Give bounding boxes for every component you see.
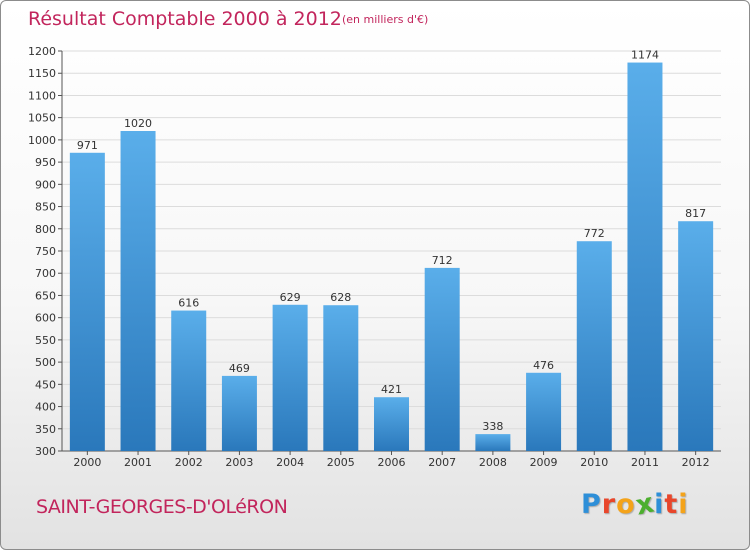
y-tick-label: 450 <box>35 378 56 391</box>
y-tick-label: 900 <box>35 178 56 191</box>
x-tick-label: 2001 <box>124 456 152 469</box>
bar-value-label: 476 <box>533 359 554 372</box>
logo-letter: o <box>616 489 636 520</box>
y-tick-label: 700 <box>35 267 56 280</box>
x-tick-label: 2007 <box>428 456 456 469</box>
bar <box>323 305 359 451</box>
bar <box>120 131 156 451</box>
bar-value-label: 971 <box>77 139 98 152</box>
y-tick-label: 600 <box>35 312 56 325</box>
y-tick-label: 800 <box>35 223 56 236</box>
y-tick-label: 650 <box>35 289 56 302</box>
x-tick-label: 2003 <box>225 456 253 469</box>
x-tick-label: 2002 <box>175 456 203 469</box>
proxiti-logo: Proxiti <box>581 487 689 521</box>
bar-value-label: 1020 <box>124 117 152 130</box>
bar-value-label: 772 <box>584 227 605 240</box>
bar <box>576 241 612 451</box>
bar-value-label: 629 <box>280 291 301 304</box>
bar <box>424 267 460 451</box>
y-tick-label: 1200 <box>28 45 56 58</box>
x-tick-label: 2005 <box>327 456 355 469</box>
x-tick-label: 2004 <box>276 456 304 469</box>
x-tick-label: 2012 <box>682 456 710 469</box>
logo-letter: t <box>664 489 679 520</box>
y-tick-label: 500 <box>35 356 56 369</box>
y-tick-label: 1000 <box>28 134 56 147</box>
y-tick-label: 1100 <box>28 89 56 102</box>
bar <box>272 304 308 451</box>
x-tick-label: 2006 <box>378 456 406 469</box>
bar-value-label: 712 <box>432 254 453 267</box>
chart-subtitle: (en milliers d'€) <box>342 13 429 26</box>
bar-value-label: 1174 <box>631 49 659 62</box>
bar-value-label: 338 <box>482 420 503 433</box>
bar <box>221 375 257 451</box>
bar <box>374 397 409 451</box>
bar <box>475 434 511 451</box>
bar <box>526 372 562 451</box>
bar <box>69 152 105 451</box>
logo-letter: i <box>654 489 665 520</box>
logo-letter: P <box>581 489 602 520</box>
y-tick-label: 400 <box>35 401 56 414</box>
y-tick-label: 1050 <box>28 112 56 125</box>
bar <box>627 62 663 452</box>
commune-name: SAINT-GEORGES-D'OLéRON <box>36 496 288 518</box>
y-tick-label: 950 <box>35 156 56 169</box>
y-tick-label: 850 <box>35 201 56 214</box>
y-tick-label: 550 <box>35 334 56 347</box>
chart-title: Résultat Comptable 2000 à 2012 <box>28 8 342 30</box>
bar-value-label: 616 <box>178 297 199 310</box>
bar-value-label: 628 <box>330 291 351 304</box>
x-tick-label: 2009 <box>530 456 558 469</box>
y-tick-label: 750 <box>35 245 56 258</box>
logo-letter: r <box>601 489 617 520</box>
x-tick-label: 2000 <box>73 456 101 469</box>
x-tick-label: 2011 <box>631 456 659 469</box>
bar <box>678 221 714 451</box>
logo-letter: i <box>678 489 689 520</box>
bar-value-label: 817 <box>685 207 706 220</box>
y-tick-label: 350 <box>35 423 56 436</box>
bar-value-label: 469 <box>229 362 250 375</box>
x-tick-label: 2010 <box>580 456 608 469</box>
bar-value-label: 421 <box>381 383 402 396</box>
y-tick-label: 300 <box>35 445 56 458</box>
x-tick-label: 2008 <box>479 456 507 469</box>
y-tick-label: 1150 <box>28 67 56 80</box>
bar <box>171 310 207 451</box>
